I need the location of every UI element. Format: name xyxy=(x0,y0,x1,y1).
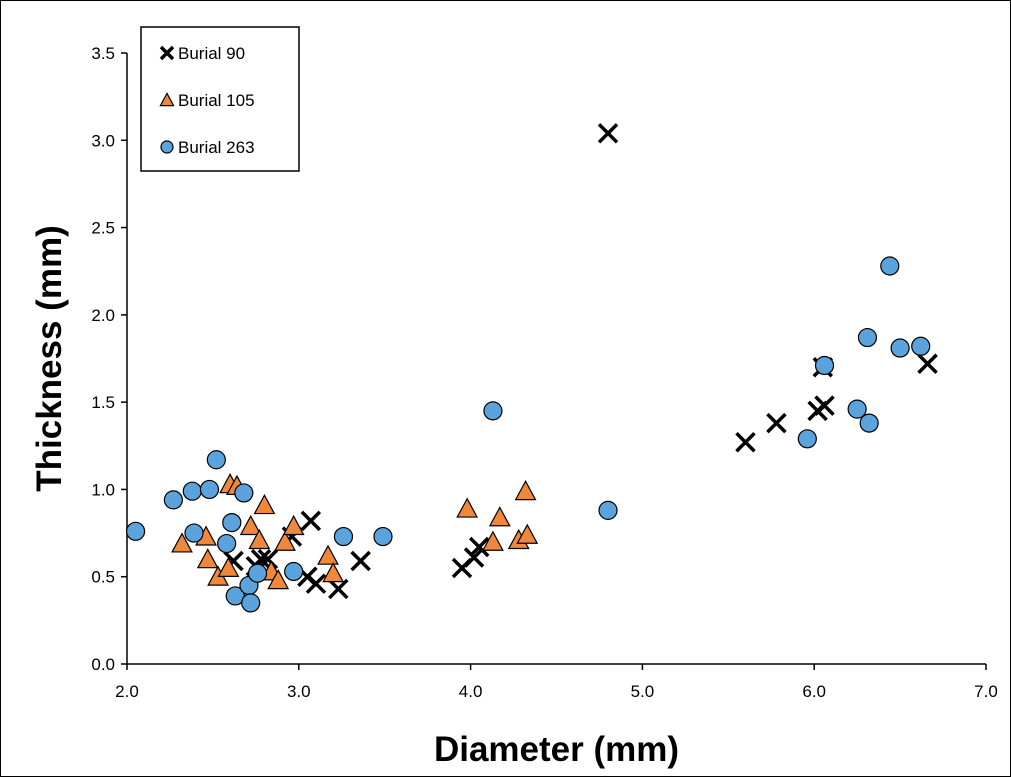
burial-90-point xyxy=(463,547,485,568)
x-tick-label: 5.0 xyxy=(631,682,655,701)
burial-105-point xyxy=(482,530,504,551)
burial-263-point xyxy=(797,429,817,449)
burial-105-point xyxy=(456,497,479,518)
burial-105-point xyxy=(217,556,240,578)
burial-263-point xyxy=(890,338,910,358)
burial-263-point xyxy=(483,401,503,421)
legend-label-burial-263: Burial 263 xyxy=(178,138,255,157)
legend-marker-burial-90 xyxy=(159,45,175,61)
burial-105-point xyxy=(516,523,539,544)
burial-90-point xyxy=(468,536,490,558)
y-tick-label: 3.5 xyxy=(91,44,115,63)
burial-263-point xyxy=(847,399,867,419)
x-tick-label: 7.0 xyxy=(974,682,998,701)
burial-263-point xyxy=(857,327,878,348)
ticks: 2.0 3.0 4.0 5.0 6.0 7.0 0.0 0.5 1.0 1.5 2.0 2.5 3.0 3… xyxy=(91,44,997,701)
burial-90-point xyxy=(597,123,619,144)
burial-105-point xyxy=(196,548,219,569)
burial-263-point xyxy=(206,450,226,470)
x-tick-label: 2.0 xyxy=(115,682,139,701)
burial-90-point xyxy=(328,578,349,600)
burial-263-point xyxy=(247,563,268,583)
burial-105-point xyxy=(253,493,276,515)
burial-90-point xyxy=(814,395,835,416)
y-tick-label: 1.5 xyxy=(91,393,115,412)
axes xyxy=(126,53,986,665)
burial-263-point xyxy=(217,533,237,554)
burial-263-point xyxy=(184,523,204,543)
legend: Burial 90 Burial 105 Burial 263 xyxy=(140,26,300,172)
y-tick-label: 1.0 xyxy=(91,480,115,499)
legend-label-burial-90: Burial 90 xyxy=(178,44,245,63)
burial-90-point xyxy=(305,573,327,594)
burial-105-point xyxy=(322,562,345,583)
burial-90-point xyxy=(766,412,787,434)
x-tick-label: 4.0 xyxy=(459,682,483,701)
burial-263-point xyxy=(373,526,393,547)
y-axis-title: Thickness (mm) xyxy=(30,225,69,491)
burial-105-point xyxy=(282,514,305,536)
burial-263-point xyxy=(880,256,900,276)
burial-90-point xyxy=(350,550,371,572)
burial-263-point xyxy=(911,336,931,356)
burial-263-point xyxy=(859,413,879,433)
y-tick-label: 0.5 xyxy=(91,568,115,587)
burial-105-point xyxy=(239,514,262,536)
y-tick-label: 2.0 xyxy=(91,306,115,325)
burial-105-point xyxy=(267,569,290,590)
burial-263-point xyxy=(333,526,354,547)
burial-263-point xyxy=(182,481,202,501)
burial-105-point xyxy=(248,528,271,550)
burial-90-point xyxy=(917,353,938,374)
burial-263-point xyxy=(284,561,304,582)
burial-90-point xyxy=(735,432,756,453)
burial-105-point xyxy=(488,506,511,527)
burial-105-point xyxy=(317,544,339,565)
x-axis-title: Diameter (mm) xyxy=(434,730,679,769)
burial-263-point xyxy=(814,355,835,376)
burial-263-point xyxy=(199,479,220,500)
legend-marker-burial-263 xyxy=(160,140,174,154)
burial-105-point xyxy=(274,530,296,551)
data-points xyxy=(125,123,938,613)
burial-105-point xyxy=(171,532,193,553)
burial-263-point xyxy=(598,500,618,520)
burial-263-point xyxy=(234,483,254,503)
burial-263-point xyxy=(241,593,261,613)
legend-marker-burial-105 xyxy=(159,92,175,107)
burial-105-point xyxy=(514,480,537,501)
legend-label-burial-105: Burial 105 xyxy=(178,91,255,110)
y-tick-label: 2.5 xyxy=(91,219,115,238)
y-tick-label: 3.0 xyxy=(91,131,115,150)
burial-263-point xyxy=(222,512,242,533)
x-tick-label: 6.0 xyxy=(802,682,826,701)
burial-90-point xyxy=(300,510,322,532)
burial-263-point xyxy=(163,490,183,510)
burial-263-point xyxy=(125,521,146,541)
y-tick-label: 0.0 xyxy=(91,655,115,674)
x-tick-label: 3.0 xyxy=(287,682,311,701)
